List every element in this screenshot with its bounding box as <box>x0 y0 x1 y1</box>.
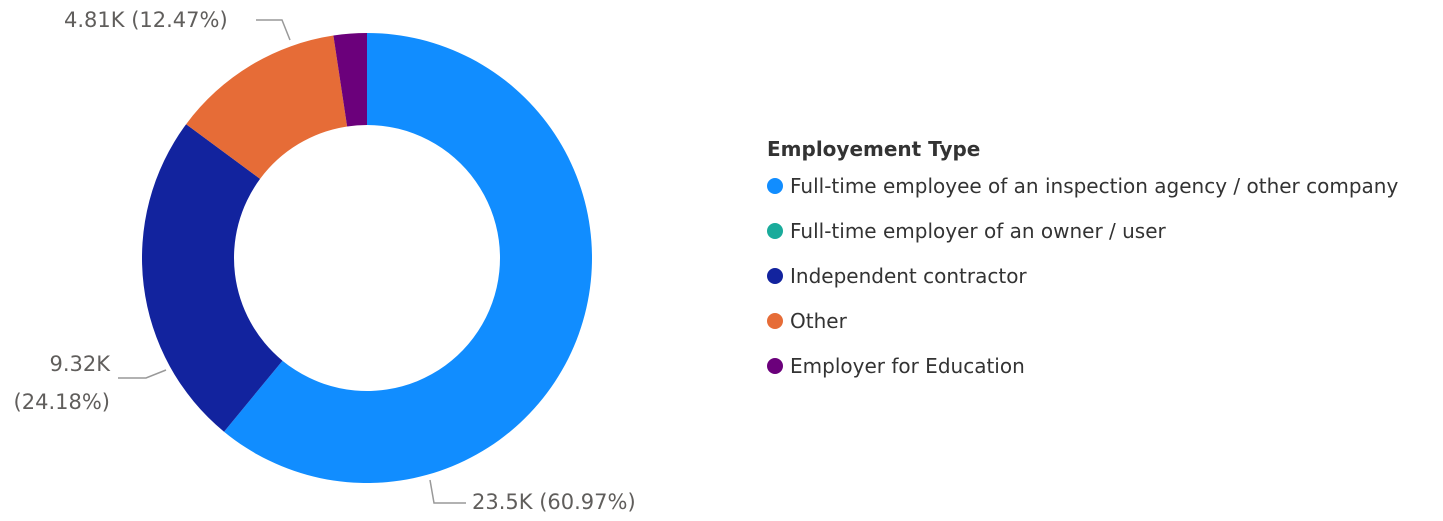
legend-marker <box>767 358 783 374</box>
donut-slice <box>142 124 283 432</box>
legend-item: Independent contractor <box>767 264 1027 288</box>
legend-marker <box>767 178 783 194</box>
legend-marker <box>767 223 783 239</box>
leader-line <box>256 19 291 41</box>
legend-item: Other <box>767 309 847 333</box>
legend-label: Full-time employer of an owner / user <box>790 219 1166 243</box>
donut-slice <box>333 33 367 127</box>
legend-item: Full-time employee of an inspection agen… <box>767 174 1398 198</box>
legend-label: Full-time employee of an inspection agen… <box>790 174 1399 198</box>
data-label: 9.32K (24.18%) <box>13 352 110 414</box>
legend-item: Full-time employer of an owner / user <box>767 219 1166 243</box>
data-label: 23.5K (60.97%) <box>472 490 636 514</box>
legend-marker <box>767 313 783 329</box>
legend-marker <box>767 268 783 284</box>
legend-label: Independent contractor <box>790 264 1027 288</box>
leader-line <box>429 479 466 504</box>
legend-label: Other <box>790 309 847 333</box>
data-label: 4.81K (12.47%) <box>64 8 228 32</box>
donut-slice <box>186 35 348 179</box>
chart <box>118 19 592 504</box>
legend-title: Employement Type <box>767 137 981 161</box>
leader-line <box>118 369 167 379</box>
donut-slice <box>224 33 592 484</box>
legend-label: Employer for Education <box>790 354 1025 378</box>
legend-item: Employer for Education <box>767 354 1025 378</box>
